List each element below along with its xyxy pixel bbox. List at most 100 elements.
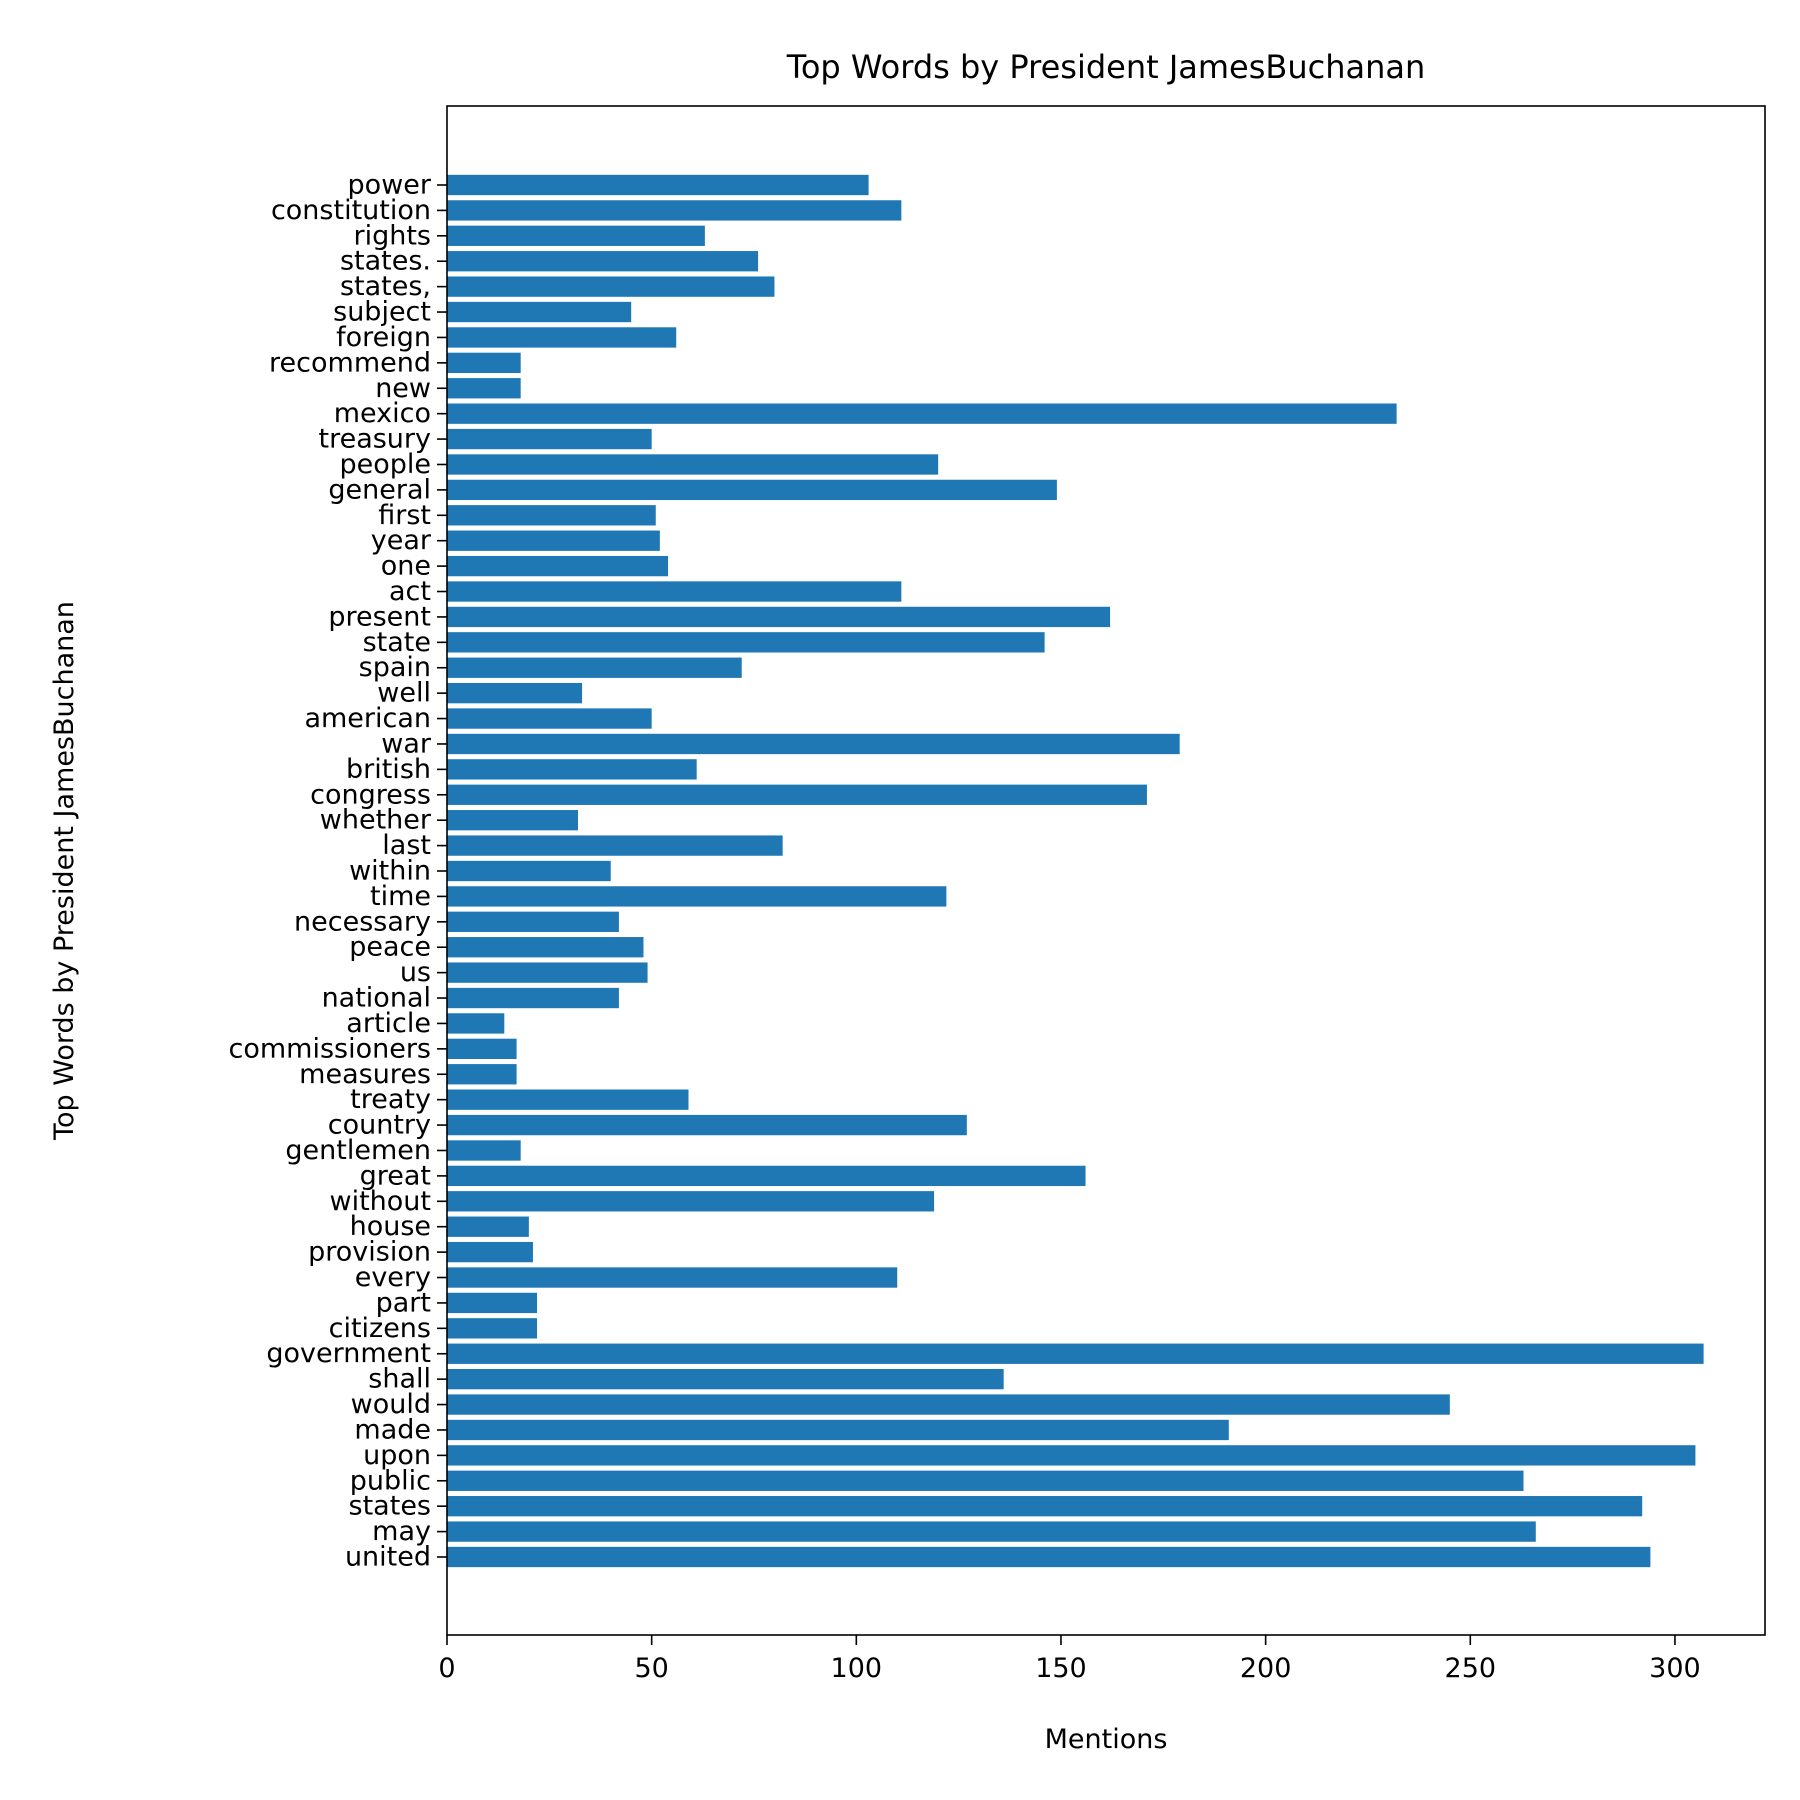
y-tick-label: rights	[353, 220, 431, 251]
y-tick-label: recommend	[269, 347, 431, 378]
y-tick-label: without	[329, 1186, 431, 1217]
bar	[447, 1419, 1229, 1441]
y-tick-label: time	[370, 881, 431, 912]
bar	[447, 1496, 1643, 1517]
y-tick-label: states,	[340, 271, 431, 302]
bar	[447, 454, 939, 475]
y-tick-label: public	[350, 1465, 431, 1496]
bar	[447, 505, 656, 526]
x-tick-label: 250	[1445, 1653, 1497, 1684]
bar	[447, 403, 1397, 424]
bar	[447, 1191, 935, 1212]
y-tick-label: power	[348, 170, 432, 201]
bar	[447, 530, 660, 551]
bars-group	[447, 174, 1704, 1568]
bar	[447, 1267, 898, 1288]
bar	[447, 1368, 1004, 1390]
y-tick-label: citizens	[329, 1313, 431, 1344]
y-tick-label: country	[328, 1110, 431, 1141]
bar	[447, 428, 652, 450]
bar	[447, 733, 1180, 755]
bar	[447, 1318, 538, 1339]
y-tick-label: made	[354, 1414, 431, 1445]
y-tick-label: united	[345, 1542, 431, 1573]
y-tick-label: gentlemen	[285, 1135, 431, 1166]
y-tick-label: treaty	[350, 1084, 431, 1115]
y-tick-label: congress	[310, 779, 431, 810]
y-tick-label: one	[381, 551, 431, 582]
bar	[447, 1140, 521, 1161]
y-tick-label: states.	[340, 246, 431, 277]
bar	[447, 174, 869, 196]
y-tick-label: present	[328, 601, 431, 632]
bar	[447, 581, 902, 602]
bar	[447, 784, 1147, 805]
y-tick-label: new	[375, 373, 431, 404]
bar	[447, 1038, 517, 1060]
bar	[447, 657, 742, 678]
bar	[447, 886, 947, 907]
bar	[447, 1064, 517, 1085]
bar	[447, 632, 1045, 653]
y-tick-label: year	[371, 525, 432, 556]
y-tick-label: would	[351, 1389, 431, 1420]
bar	[447, 1292, 538, 1314]
x-axis-label: Mentions	[1045, 1724, 1168, 1755]
y-tick-label: treasury	[318, 424, 431, 455]
y-tick-label: great	[360, 1160, 431, 1191]
y-tick-label: every	[355, 1262, 431, 1293]
y-tick-label: states	[349, 1491, 431, 1522]
y-tick-label: subject	[333, 297, 431, 328]
y-tick-label: house	[350, 1211, 431, 1242]
y-tick-label: war	[381, 728, 432, 759]
y-axis-label: Top Words by President JamesBuchanan	[49, 601, 80, 1141]
y-tick-label: state	[363, 627, 431, 658]
bar	[447, 1013, 505, 1034]
bar	[447, 352, 521, 374]
bar	[447, 1546, 1651, 1568]
y-tick-label: upon	[363, 1440, 431, 1471]
bar	[447, 682, 583, 704]
bar	[447, 1394, 1450, 1415]
y-tick-label: british	[346, 754, 431, 785]
y-tick-label: general	[328, 474, 431, 505]
y-tick-label: measures	[299, 1059, 431, 1090]
y-tick-label: american	[304, 703, 431, 734]
y-tick-label: may	[372, 1516, 431, 1547]
y-axis-ticks: unitedmaystatespublicuponmadewouldshallg…	[228, 170, 447, 1573]
chart-title: Top Words by President JamesBuchanan	[786, 48, 1426, 86]
plot-frame	[446, 105, 1766, 1636]
bar	[447, 1521, 1536, 1542]
y-tick-label: whether	[320, 805, 432, 836]
x-tick-label: 200	[1240, 1653, 1292, 1684]
bar	[447, 1343, 1704, 1364]
y-tick-label: national	[322, 983, 431, 1014]
y-tick-label: necessary	[294, 906, 431, 937]
bar	[447, 911, 619, 932]
y-tick-label: commissioners	[228, 1033, 431, 1064]
y-tick-label: last	[382, 830, 431, 861]
bar	[447, 759, 697, 780]
y-tick-label: us	[400, 957, 431, 988]
x-tick-label: 150	[1035, 1653, 1087, 1684]
bar	[447, 1445, 1696, 1466]
bar	[447, 301, 632, 323]
bar	[447, 555, 669, 577]
bar	[447, 1241, 533, 1263]
x-axis-ticks: 0 50 100 150 200 250 300	[438, 1635, 1701, 1684]
y-tick-label: constitution	[271, 195, 431, 226]
bar	[447, 1114, 967, 1136]
y-tick-label: act	[389, 576, 431, 607]
y-tick-label: well	[377, 678, 431, 709]
bar	[447, 937, 644, 958]
x-tick-label: 0	[438, 1653, 455, 1684]
bar	[447, 327, 677, 348]
y-tick-label: government	[266, 1338, 431, 1369]
bar	[447, 276, 775, 297]
bar	[447, 1165, 1086, 1187]
y-tick-label: part	[376, 1287, 431, 1318]
y-tick-label: foreign	[336, 322, 431, 353]
y-tick-label: people	[339, 449, 431, 480]
y-tick-label: shall	[368, 1364, 431, 1395]
